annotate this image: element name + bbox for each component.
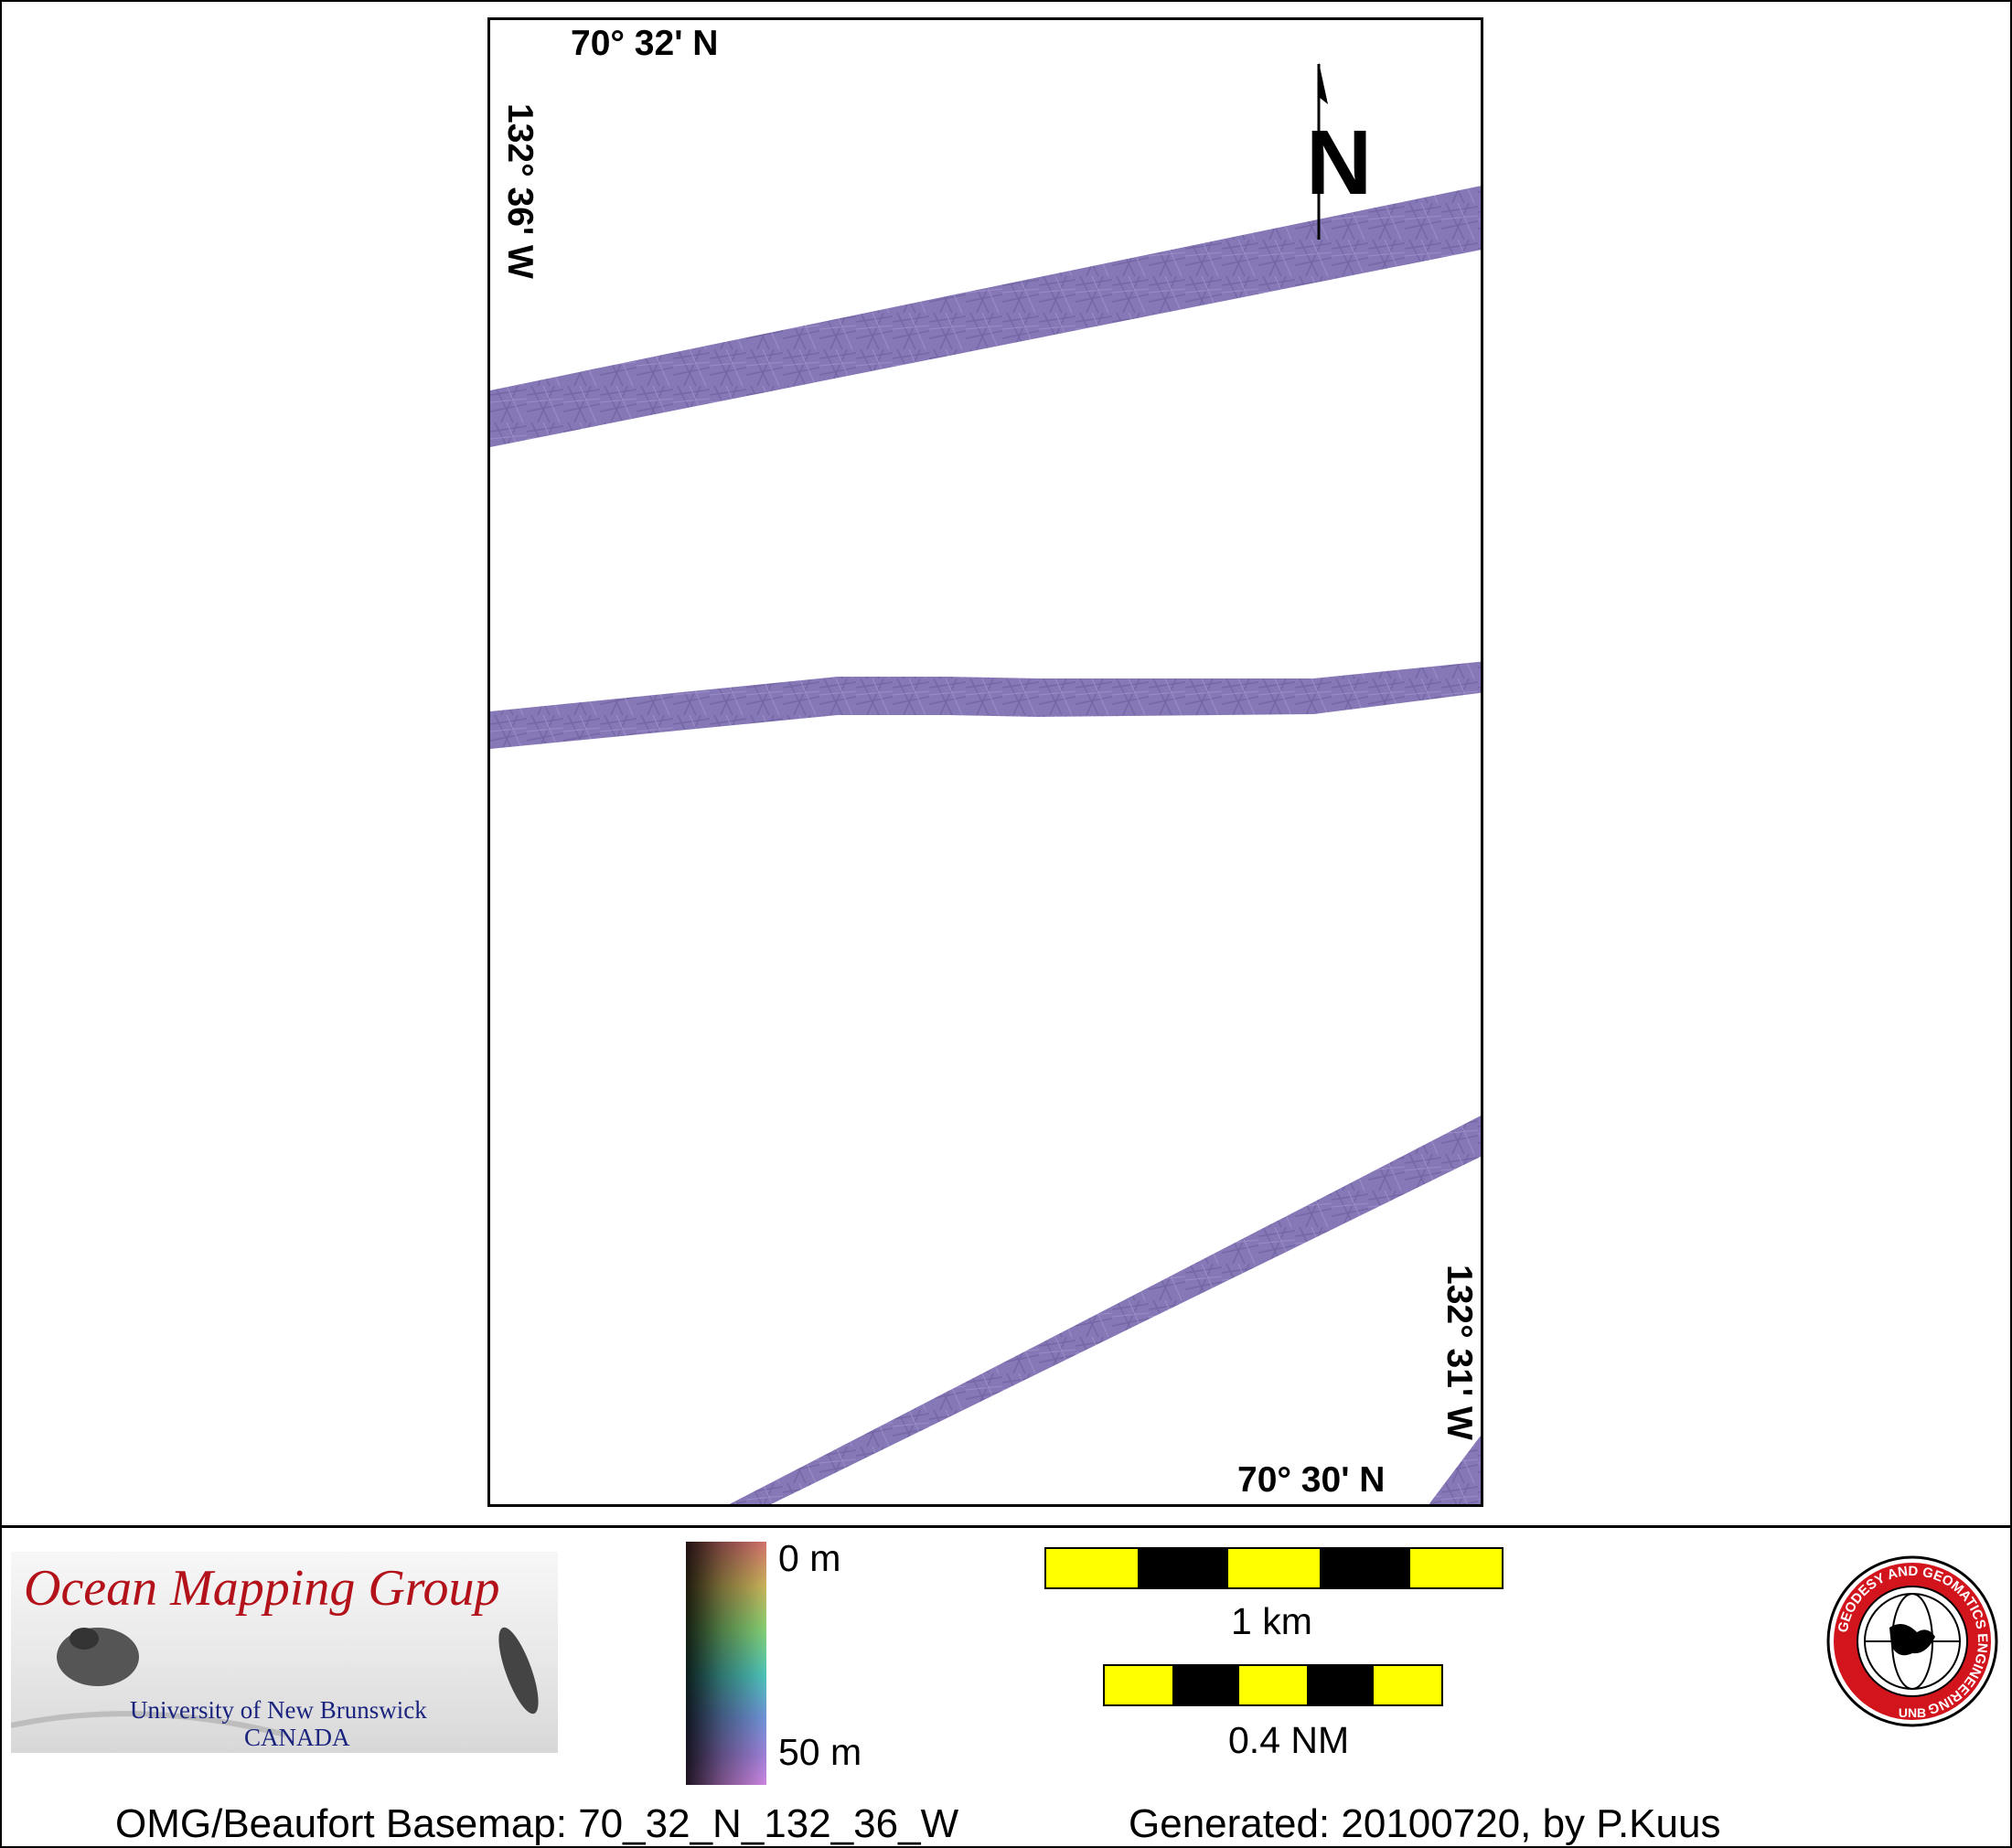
- latitude-label-top: 70° 32' N: [571, 24, 719, 63]
- north-arrow-icon: [1317, 62, 1328, 240]
- survey-swath-3: [729, 1116, 1481, 1504]
- scale-bar-nm-label: 0.4 NM: [1228, 1719, 1350, 1761]
- survey-swath-2: [490, 661, 1481, 749]
- survey-swath-1: [490, 186, 1481, 447]
- footer-basemap: OMG/Beaufort Basemap: 70_32_N_132_36_W: [115, 1801, 959, 1846]
- longitude-label-left: 132° 36' W: [500, 103, 540, 279]
- scale-bar-km: [1044, 1547, 1504, 1589]
- ocean-mapping-group-logo: Ocean Mapping Group University of New Br…: [11, 1552, 558, 1753]
- colorbar-min-label: 0 m: [778, 1537, 841, 1579]
- longitude-label-right: 132° 31' W: [1439, 1265, 1479, 1440]
- survey-swath-4: [1429, 1435, 1481, 1504]
- logo-university: University of New Brunswick: [130, 1696, 427, 1724]
- map-viewport[interactable]: [487, 17, 1483, 1507]
- depth-colorbar: [686, 1542, 766, 1785]
- colorbar-max-label: 50 m: [778, 1731, 862, 1773]
- legend-divider: [0, 1525, 2012, 1528]
- seal-bottom-text: UNB: [1899, 1705, 1926, 1720]
- sonar-image-icon: [11, 1627, 539, 1737]
- footer-generated: Generated: 20100720, by P.Kuus: [1129, 1801, 1721, 1846]
- latitude-label-bottom: 70° 30' N: [1237, 1460, 1386, 1500]
- logo-title: Ocean Mapping Group: [24, 1560, 500, 1617]
- scale-bar-nm: [1103, 1664, 1443, 1706]
- north-label: N: [1306, 112, 1373, 214]
- logo-country: CANADA: [244, 1724, 350, 1751]
- scale-bar-km-label: 1 km: [1231, 1600, 1312, 1642]
- bathymetry-layer: [490, 186, 1481, 1504]
- geodesy-geomatics-seal-icon: GEODESY AND GEOMATICS ENGINEERING UNB: [1826, 1555, 1998, 1727]
